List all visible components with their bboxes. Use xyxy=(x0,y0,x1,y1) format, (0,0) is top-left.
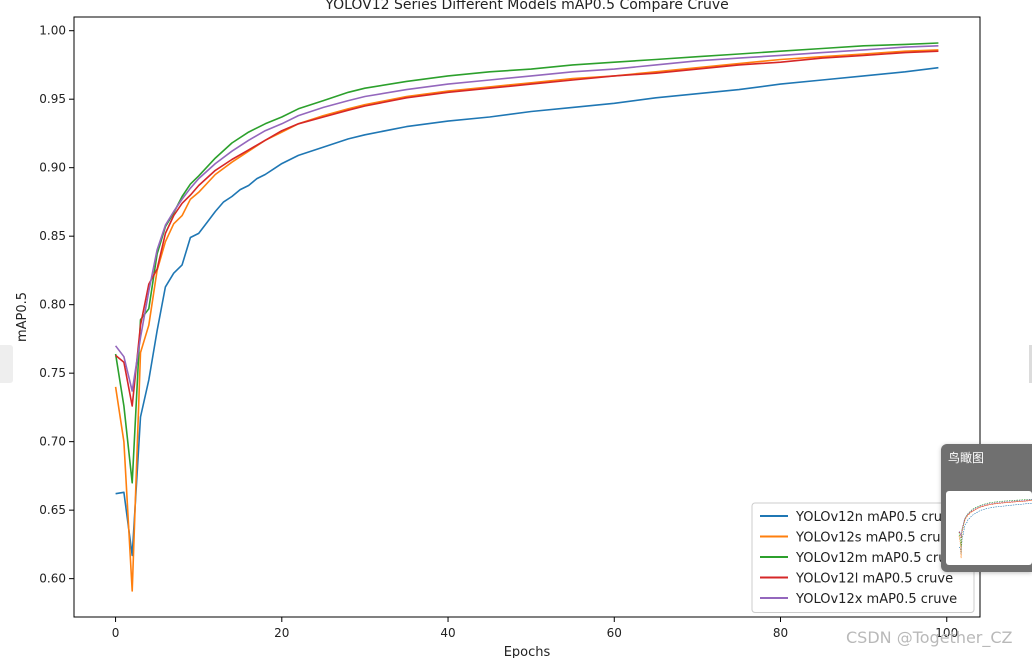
y-axis-ticks: 0.60 0.65 0.70 0.75 0.80 0.85 0.90 0.95 1.00 xyxy=(39,24,74,586)
x-tick-label: 0 xyxy=(112,626,120,640)
minimap-thumbnail xyxy=(958,498,1032,559)
y-tick-label: 0.90 xyxy=(39,161,66,175)
y-tick-label: 0.75 xyxy=(39,366,66,380)
y-tick-label: 0.70 xyxy=(39,435,66,449)
y-tick-label: 0.95 xyxy=(39,92,66,106)
x-tick-label: 60 xyxy=(607,626,622,640)
minimap-panel[interactable]: 鸟瞰图 xyxy=(941,444,1032,572)
series-line-4 xyxy=(114,45,939,392)
x-tick-label: 100 xyxy=(935,626,958,640)
series-layer xyxy=(114,42,939,592)
x-axis-ticks: 0 20 40 60 80 100 xyxy=(112,617,958,640)
x-tick-label: 20 xyxy=(274,626,289,640)
x-tick-label: 40 xyxy=(440,626,455,640)
minimap-title: 鸟瞰图 xyxy=(948,451,985,465)
series-line-0 xyxy=(115,66,939,557)
x-axis-label: Epochs xyxy=(504,645,551,658)
y-tick-label: 0.65 xyxy=(39,503,66,517)
minimap-series-line xyxy=(958,500,1032,538)
legend-label: YOLOv12l mAP0.5 cruve xyxy=(795,572,953,587)
minimap-series-line xyxy=(958,499,1032,537)
x-tick-label: 80 xyxy=(773,626,788,640)
y-axis-label: mAP0.5 xyxy=(15,292,30,342)
y-tick-label: 0.85 xyxy=(39,229,66,243)
minimap-series-line xyxy=(958,500,1032,559)
series-line-2 xyxy=(114,42,939,484)
minimap-series-line xyxy=(958,498,1032,547)
legend: YOLOv12n mAP0.5 cruve YOLOv12s mAP0.5 cru… xyxy=(751,502,975,613)
legend-label: YOLOv12s mAP0.5 cruve xyxy=(795,531,956,546)
y-tick-label: 1.00 xyxy=(39,24,66,38)
legend-label: YOLOv12x mAP0.5 cruve xyxy=(795,592,957,607)
chart-title: YOLOV12 Series Different Models mAP0.5 C… xyxy=(324,0,728,13)
y-tick-label: 0.80 xyxy=(39,298,66,312)
legend-label: YOLOv12n mAP0.5 cruve xyxy=(795,510,958,525)
minimap-viewport[interactable] xyxy=(946,491,1032,565)
legend-label: YOLOv12m mAP0.5 cruve xyxy=(795,551,962,566)
series-line-3 xyxy=(115,50,939,407)
left-panel-toggle[interactable] xyxy=(0,345,13,383)
y-tick-label: 0.60 xyxy=(39,572,66,586)
right-panel-toggle[interactable] xyxy=(1029,345,1032,383)
plot-frame xyxy=(73,16,981,618)
minimap-series-line xyxy=(958,502,1032,555)
watermark: CSDN @Together_CZ xyxy=(846,628,1013,647)
